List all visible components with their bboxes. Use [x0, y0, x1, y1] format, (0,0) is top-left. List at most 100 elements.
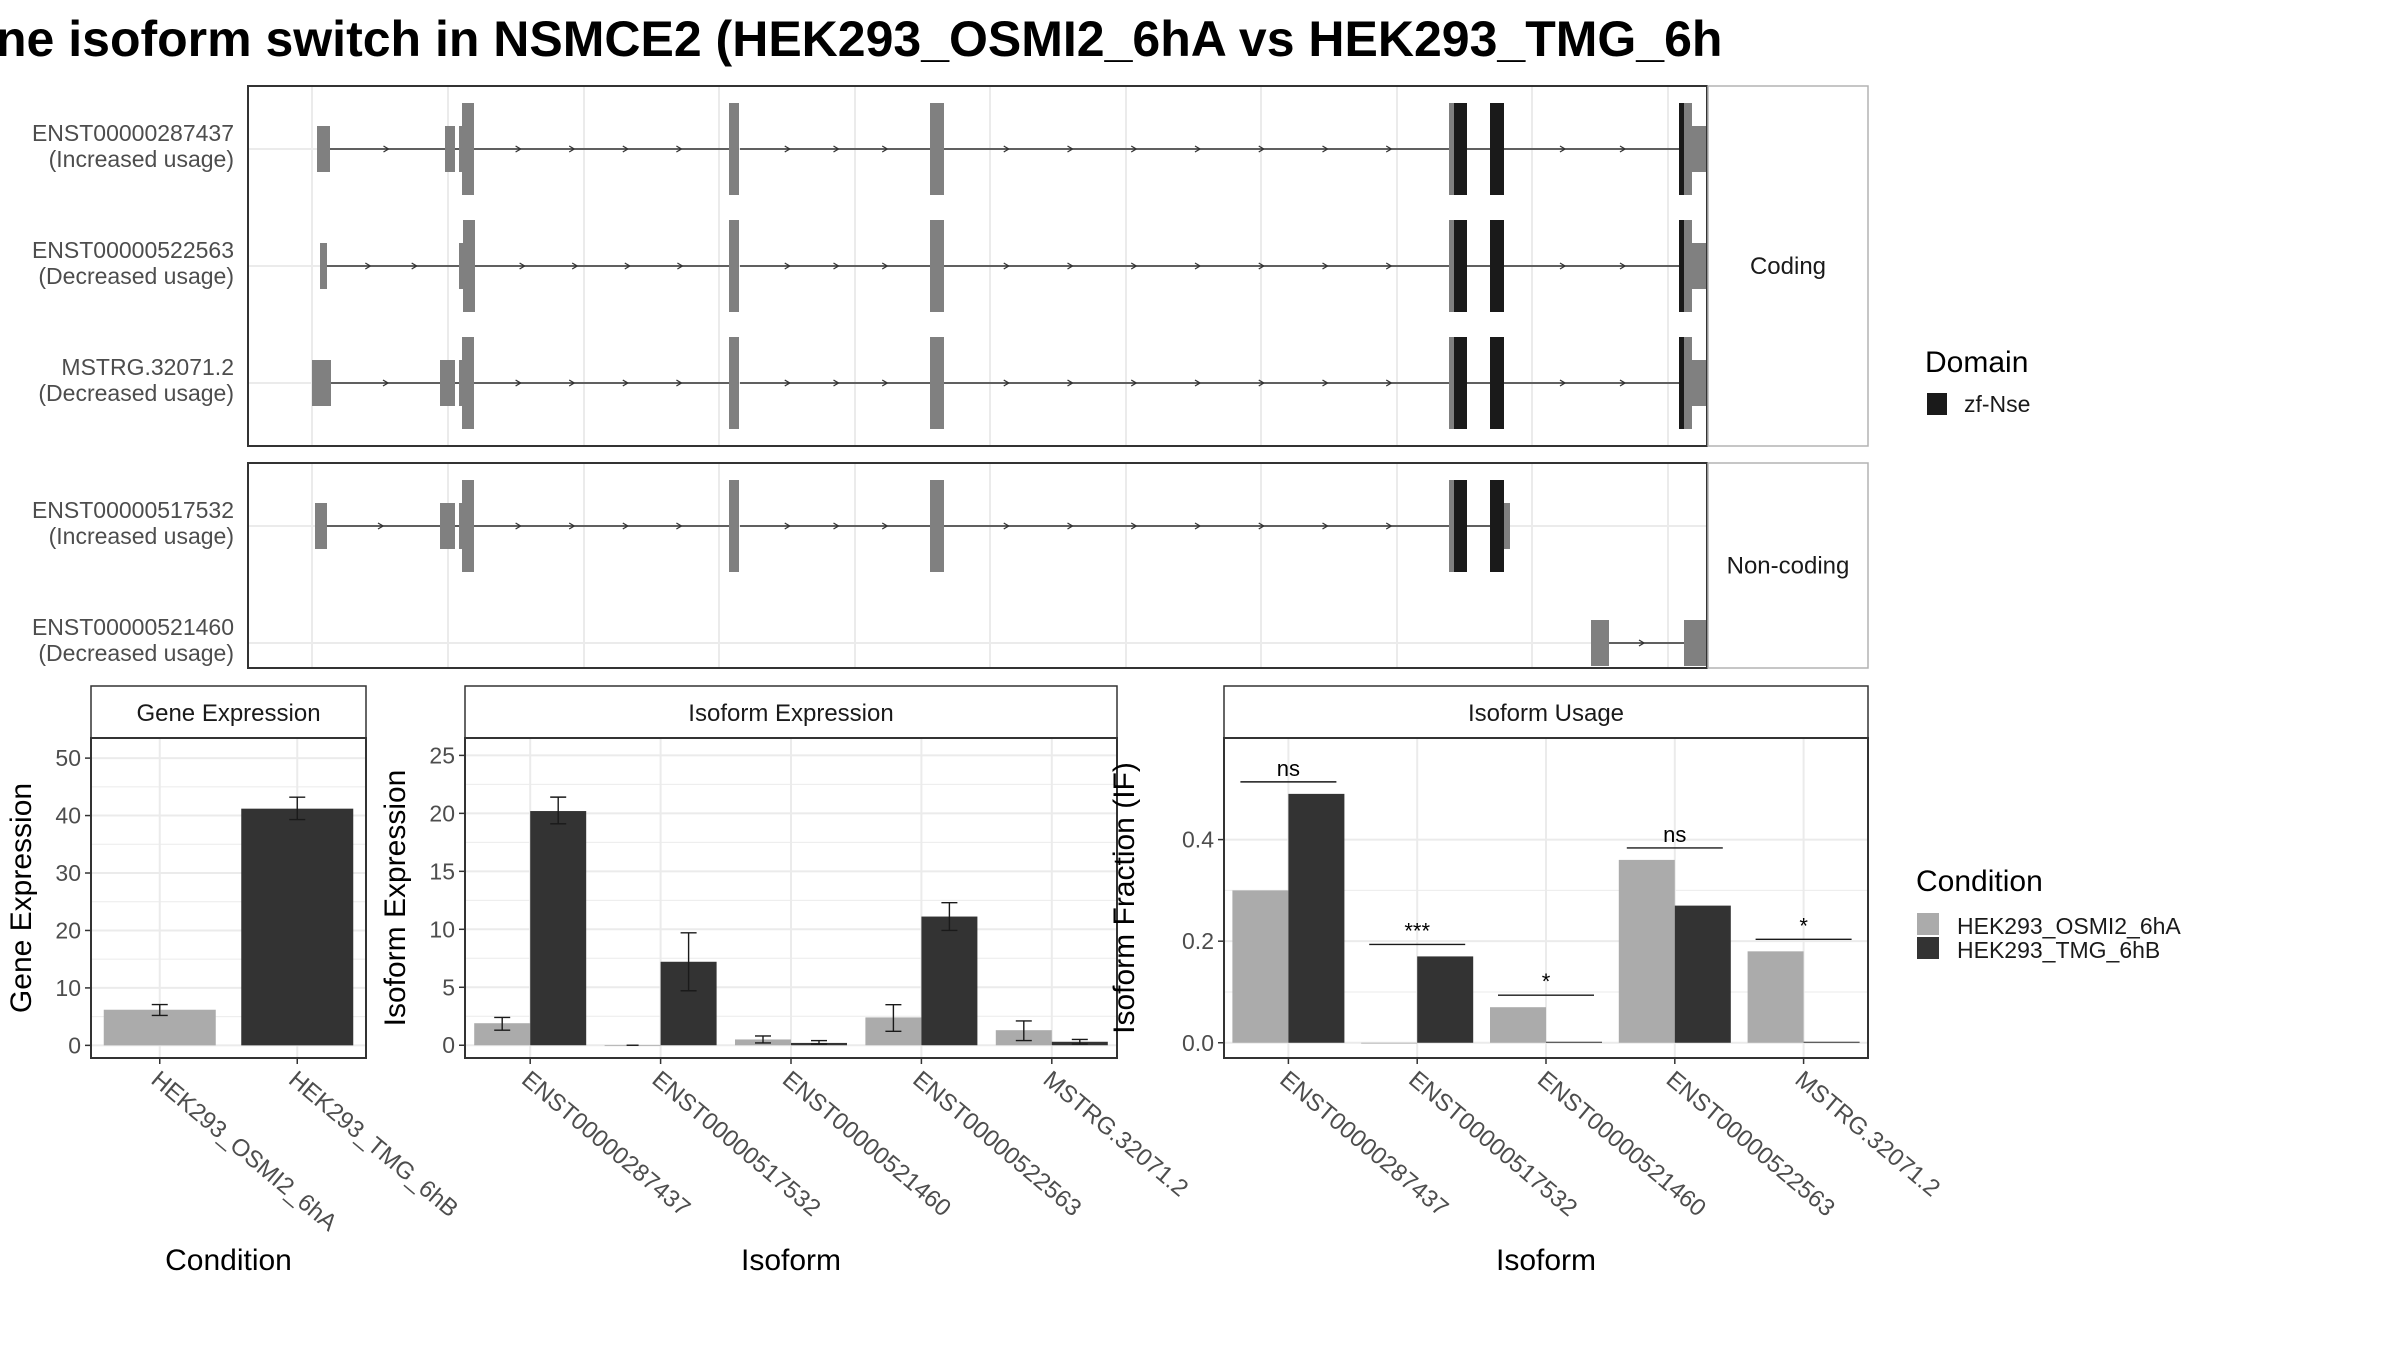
domain-legend-key	[1927, 393, 1947, 415]
intron-arrow	[1067, 145, 1074, 153]
exon-utr	[459, 360, 462, 406]
intron-arrow	[1130, 262, 1138, 270]
intron-arrow	[1130, 522, 1138, 530]
y-tick-label: 40	[55, 803, 81, 829]
isoform-expression-panel: Isoform Expression0510152025ENST00000287…	[379, 685, 1193, 1277]
exon-cds	[463, 220, 475, 312]
y-tick-label: 20	[55, 917, 81, 943]
exon-utr	[459, 243, 463, 289]
exon-utr	[1504, 503, 1510, 549]
intron-arrow	[1130, 379, 1138, 387]
panel-strip	[464, 685, 1118, 739]
intron-arrow	[1258, 522, 1266, 530]
panel-strip-title: Isoform Expression	[688, 700, 893, 727]
intron-arrow	[1559, 379, 1567, 387]
intron-arrow	[1003, 145, 1011, 153]
bar	[1288, 793, 1345, 1043]
legends: Domain zf-Nse Condition HEK293_OSMI2_6hA…	[1916, 346, 2181, 963]
exon-cds	[729, 220, 739, 312]
intron-arrow	[1003, 522, 1011, 530]
intron-arrow	[881, 522, 889, 530]
intron-arrow	[377, 522, 385, 530]
transcript-id-label: ENST00000517532	[32, 497, 234, 523]
intron-arrow	[676, 522, 683, 530]
exon-domain	[1679, 103, 1684, 195]
transcript-id-label: ENST00000522563	[32, 237, 234, 263]
intron-arrow	[881, 145, 889, 153]
intron-arrow	[515, 379, 522, 387]
transcript-id-label: ENST00000287437	[32, 120, 234, 146]
transcript-id-label: MSTRG.32071.2	[61, 354, 234, 380]
intron-arrow	[622, 379, 630, 387]
transcript-usage-label: (Increased usage)	[49, 146, 234, 172]
exon-cds	[729, 337, 739, 429]
exon-cds	[729, 103, 739, 195]
intron-arrow	[624, 262, 632, 270]
y-tick-label: 0.2	[1182, 928, 1214, 954]
significance-label: *	[1799, 913, 1808, 938]
condition-legend-key-a	[1917, 913, 1939, 935]
intron-arrow	[1385, 145, 1393, 153]
domain-legend-label: zf-Nse	[1964, 391, 2030, 417]
exon-utr	[320, 243, 327, 289]
y-axis-title: Gene Expression	[5, 783, 38, 1013]
y-tick-label: 10	[55, 975, 81, 1001]
bar	[921, 916, 978, 1046]
intron-arrow	[1130, 145, 1138, 153]
bar	[1232, 890, 1289, 1043]
intron-arrow	[881, 379, 889, 387]
y-tick-label: 15	[429, 858, 455, 884]
exon-domain	[1490, 220, 1504, 312]
intron-arrow	[1559, 145, 1567, 153]
exon-utr	[440, 360, 455, 406]
significance-label: ns	[1277, 756, 1300, 781]
bar	[1546, 1041, 1602, 1043]
transcript-usage-label: (Decreased usage)	[38, 380, 234, 406]
condition-legend-label-b: HEK293_TMG_6hB	[1957, 937, 2160, 963]
intron-arrow	[833, 379, 840, 387]
significance-label: *	[1542, 969, 1551, 994]
y-tick-label: 5	[442, 974, 455, 1000]
exon-cds	[462, 337, 474, 429]
transcript-usage-label: (Increased usage)	[49, 523, 234, 549]
exon-cds	[930, 220, 944, 312]
exon-utr	[459, 503, 462, 549]
y-tick-label: 10	[429, 916, 455, 942]
exon-domain	[1454, 220, 1467, 312]
intron-arrow	[833, 145, 840, 153]
exon-domain	[1490, 337, 1504, 429]
exon-utr	[440, 503, 455, 549]
intron-arrow	[677, 262, 684, 270]
exon-domain	[1490, 103, 1504, 195]
exon-utr	[459, 126, 462, 172]
transcript-usage-label: (Decreased usage)	[38, 640, 234, 666]
exon-utr	[1591, 620, 1609, 666]
bar	[1618, 859, 1675, 1043]
transcript-structure-panel: ENST00000287437(Increased usage)ENST0000…	[32, 85, 1869, 669]
exon-cds	[1449, 220, 1454, 312]
domain-legend-title: Domain	[1925, 346, 2028, 379]
facet-strip	[1707, 462, 1869, 669]
intron-arrow	[1194, 522, 1202, 530]
condition-legend-title: Condition	[1916, 865, 2043, 898]
intron-arrow	[784, 379, 792, 387]
facet-border	[247, 462, 1708, 669]
intron-arrow	[568, 379, 576, 387]
x-axis-title: Isoform	[1496, 1244, 1596, 1277]
intron-arrow	[1619, 145, 1627, 153]
bar	[1674, 905, 1731, 1043]
facet-strip-label: Non-coding	[1727, 553, 1850, 580]
exon-cds	[930, 480, 944, 572]
bar	[474, 1023, 531, 1046]
panel-border	[90, 737, 367, 1059]
intron-arrow	[1559, 262, 1567, 270]
y-tick-label: 20	[429, 800, 455, 826]
bar	[241, 808, 354, 1046]
exon-domain	[1679, 337, 1684, 429]
panel-strip-title: Isoform Usage	[1468, 700, 1624, 727]
intron-arrow	[568, 522, 576, 530]
intron-arrow	[382, 379, 390, 387]
transcript-usage-label: (Decreased usage)	[38, 263, 234, 289]
figure-title: ne isoform switch in NSMCE2 (HEK293_OSMI…	[0, 11, 1722, 67]
